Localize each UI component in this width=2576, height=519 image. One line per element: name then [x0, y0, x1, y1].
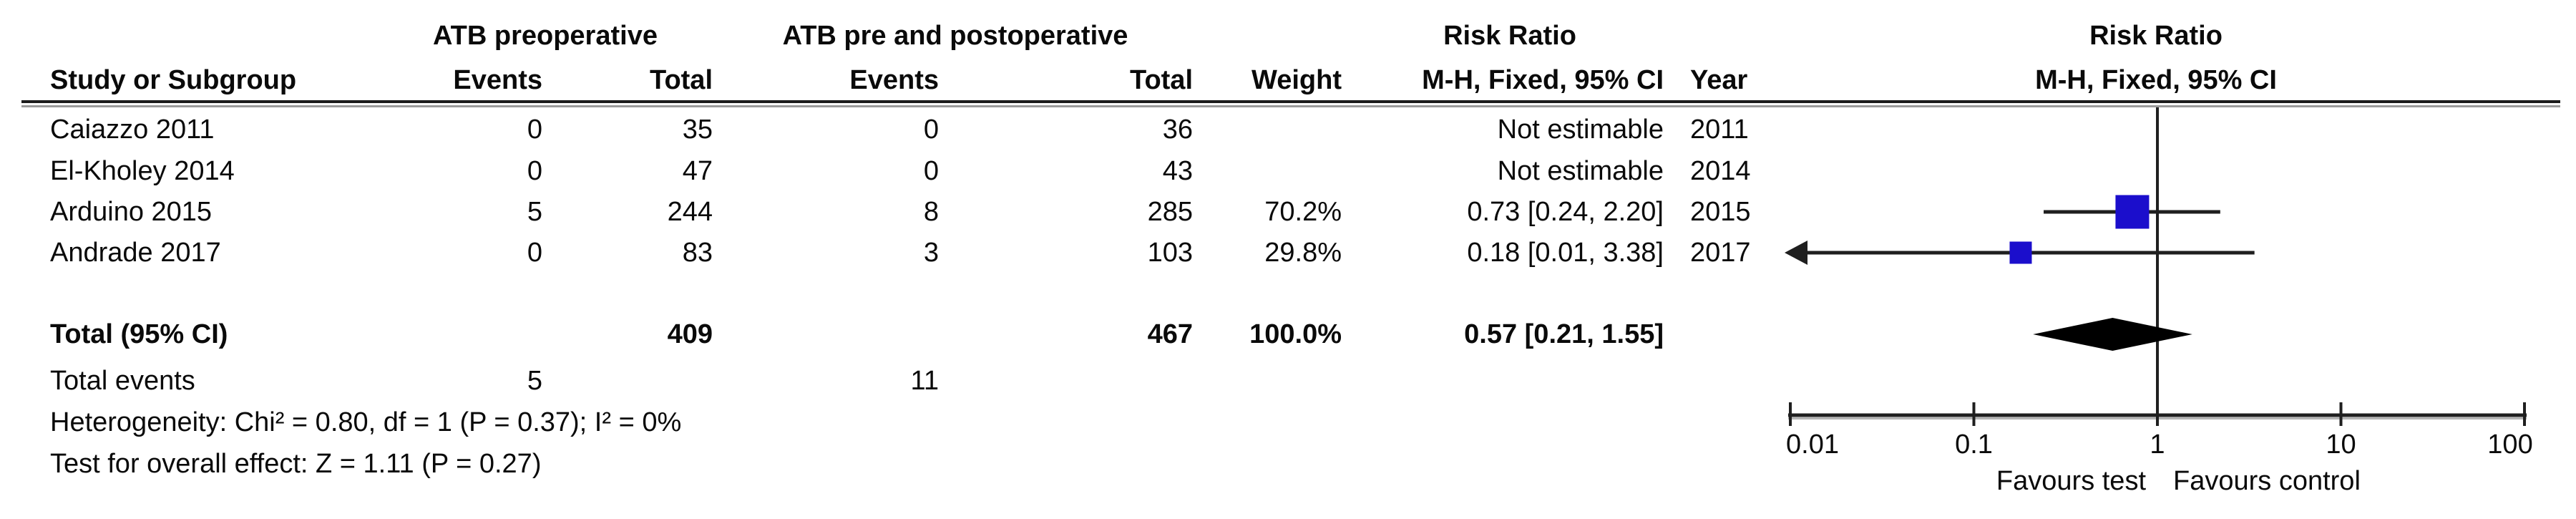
study-name: Caiazzo 2011	[50, 115, 215, 145]
rr-ci-plot-header: M-H, Fixed, 95% CI	[2035, 65, 2277, 95]
effect-square	[2009, 241, 2032, 264]
total-events-control: 11	[910, 366, 939, 396]
total2-column-header: Total	[1130, 65, 1193, 95]
group2-header: ATB pre and postoperative	[782, 21, 1128, 51]
year-column-header: Year	[1690, 65, 1748, 95]
axis-tick-label: 0.01	[1786, 430, 1839, 460]
events-control-cell: 8	[923, 197, 939, 227]
total-weight: 100.0%	[1249, 319, 1342, 349]
events2-column-header: Events	[849, 65, 939, 95]
study-name: El-Kholey 2014	[50, 156, 235, 186]
overall-effect-note: Test for overall effect: Z = 1.11 (P = 0…	[50, 449, 542, 479]
header-rule-gray	[21, 105, 2560, 107]
total-control-cell: 285	[1147, 197, 1193, 227]
year-cell: 2011	[1690, 115, 1749, 145]
header-rule-dark	[21, 100, 2560, 103]
total-test-cell: 35	[682, 115, 713, 145]
total-control-sum: 467	[1147, 319, 1193, 349]
study-name: Arduino 2015	[50, 197, 213, 227]
study-name: Andrade 2017	[50, 238, 221, 268]
rr-ci-cell: 0.73 [0.24, 2.20]	[1467, 197, 1664, 227]
events-control-cell: 0	[923, 156, 939, 186]
year-cell: 2014	[1690, 156, 1751, 186]
total-test-sum: 409	[667, 319, 713, 349]
group1-header: ATB preoperative	[433, 21, 658, 51]
total-test-cell: 83	[682, 238, 713, 268]
risk-ratio-header-table: Risk Ratio	[1443, 21, 1576, 51]
axis-tick-label: 100	[2487, 430, 2532, 460]
year-cell: 2017	[1690, 238, 1751, 268]
total-test-cell: 244	[667, 197, 713, 227]
total-events-test: 5	[527, 366, 542, 396]
favours-left-label: Favours test	[1996, 466, 2147, 496]
effect-square	[2115, 195, 2150, 229]
axis-tick-label: 0.1	[1955, 430, 1993, 460]
total-row-label: Total (95% CI)	[50, 319, 228, 349]
events-test-cell: 5	[527, 197, 542, 227]
risk-ratio-header-plot: Risk Ratio	[2089, 21, 2223, 51]
events1-column-header: Events	[453, 65, 542, 95]
favours-right-label: Favours control	[2173, 466, 2361, 496]
weight-column-header: Weight	[1252, 65, 1342, 95]
weight-cell: 29.8%	[1264, 238, 1342, 268]
rr-ci-cell: Not estimable	[1497, 156, 1664, 186]
events-test-cell: 0	[527, 115, 542, 145]
pooled-diamond	[2033, 318, 2192, 351]
rr-ci-cell: 0.18 [0.01, 3.38]	[1467, 238, 1664, 268]
rr-ci-column-header: M-H, Fixed, 95% CI	[1422, 65, 1664, 95]
total-control-cell: 103	[1147, 238, 1193, 268]
left-arrow-icon	[1785, 241, 1807, 265]
axis-tick-label: 1	[2150, 430, 2165, 460]
total-events-label: Total events	[50, 366, 195, 396]
year-cell: 2015	[1690, 197, 1751, 227]
axis-tick-label: 10	[2326, 430, 2356, 460]
rr-ci-cell: Not estimable	[1497, 115, 1664, 145]
total-control-cell: 36	[1162, 115, 1193, 145]
weight-cell: 70.2%	[1264, 197, 1342, 227]
study-column-header: Study or Subgroup	[50, 65, 297, 95]
events-control-cell: 3	[923, 238, 939, 268]
total-rr-ci: 0.57 [0.21, 1.55]	[1464, 319, 1664, 349]
total-test-cell: 47	[682, 156, 713, 186]
heterogeneity-note: Heterogeneity: Chi² = 0.80, df = 1 (P = …	[50, 407, 682, 437]
events-test-cell: 0	[527, 156, 542, 186]
total-control-cell: 43	[1162, 156, 1193, 186]
events-test-cell: 0	[527, 238, 542, 268]
total1-column-header: Total	[650, 65, 713, 95]
events-control-cell: 0	[923, 115, 939, 145]
